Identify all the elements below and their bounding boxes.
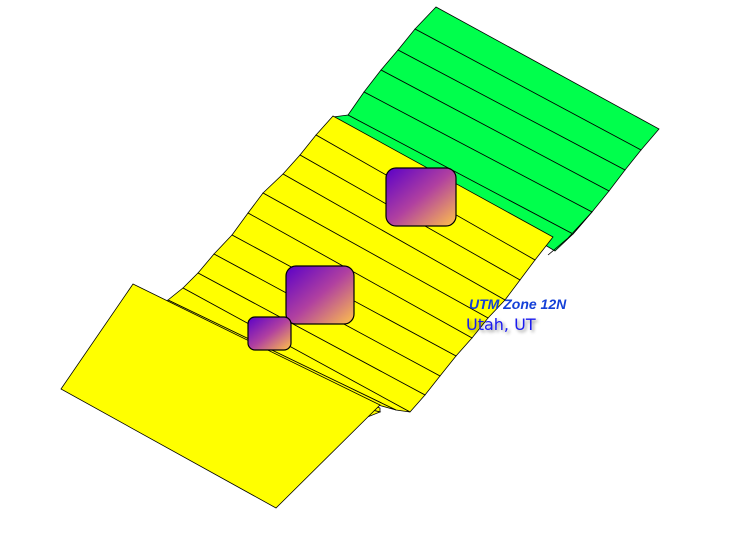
map-marker[interactable] (385, 167, 457, 227)
marker-layer (247, 167, 457, 351)
place-label: Utah, UT (466, 315, 536, 334)
yellow-tile[interactable] (60, 283, 381, 509)
map-marker[interactable] (247, 316, 292, 351)
utm-zone-label: UTM Zone 12N (469, 296, 567, 312)
green-tile[interactable] (547, 211, 593, 256)
map-marker[interactable] (285, 265, 355, 325)
